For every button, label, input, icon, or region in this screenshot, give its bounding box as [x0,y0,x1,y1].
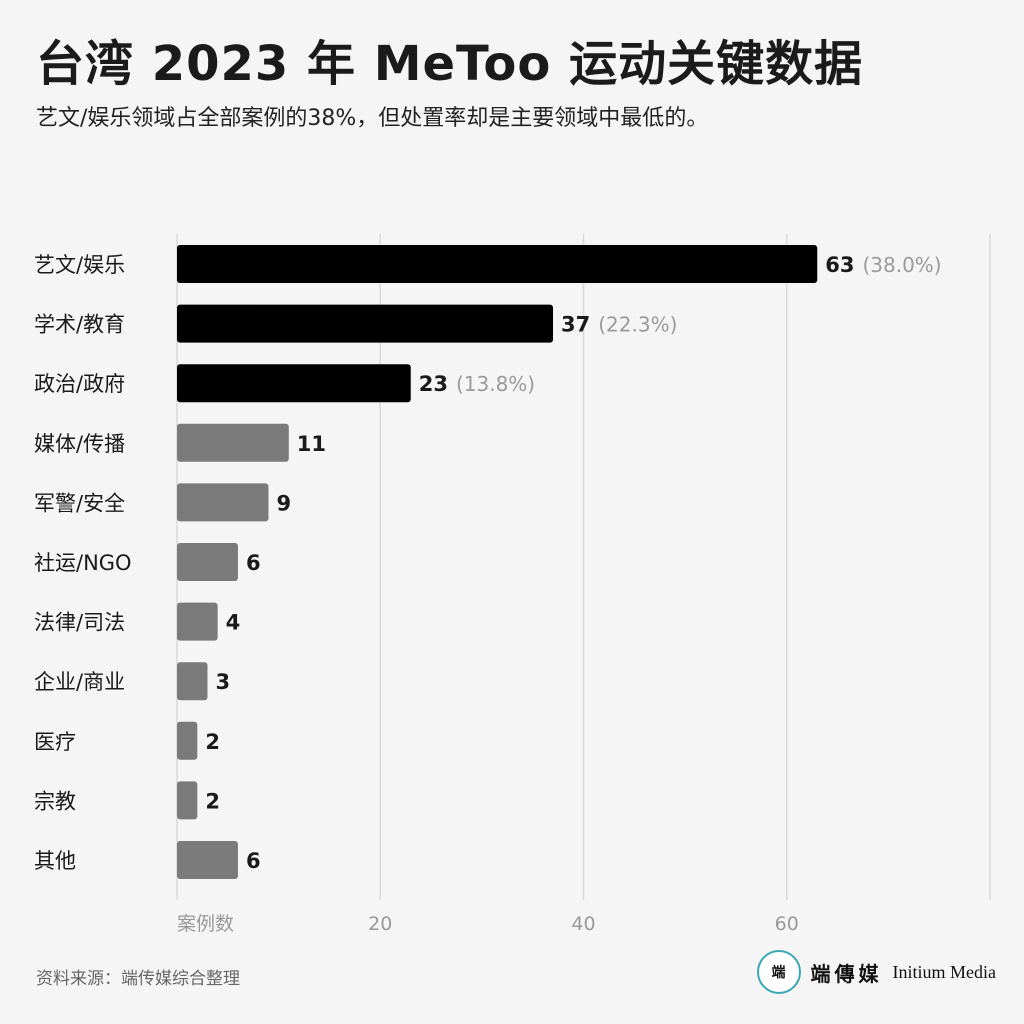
category-label: 企业/商业 [34,670,125,694]
value-label: 3 [215,670,230,694]
x-tick-label: 60 [775,913,799,935]
bar [177,483,269,522]
chart-title: 台湾 2023 年 MeToo 运动关键数据 [36,36,864,92]
value-label: 2 [205,730,220,754]
brand: 端 端傳媒 Initium Media [756,950,996,994]
category-label: 社运/NGO [34,551,132,575]
x-tick-label: 20 [368,913,392,935]
percent-label: (38.0%) [862,253,941,277]
category-label: 医疗 [34,730,76,754]
value-label: 11 [297,432,326,456]
bar [177,602,218,641]
value-label: 9 [276,491,291,515]
x-tick-label: 40 [571,913,595,935]
value-label: 23 [419,372,448,396]
source-note: 资料来源：端传媒综合整理 [36,969,240,989]
value-label: 4 [226,611,241,635]
bar [177,721,198,760]
value-label: 6 [246,849,261,873]
brand-name-cn: 端傳媒 [810,961,883,986]
x-axis-label: 案例数 [177,913,234,935]
bar [177,662,208,701]
bar [177,841,238,879]
bar [177,543,238,581]
percent-label: (13.8%) [456,372,535,396]
category-label: 艺文/娱乐 [34,253,125,277]
bar [177,423,289,462]
value-label: 2 [205,789,220,813]
bar [177,781,198,820]
category-label: 其他 [34,849,76,873]
category-label: 政治/政府 [34,372,125,396]
initium-logo-icon: 端 [756,950,801,994]
category-label: 学术/教育 [34,313,125,337]
brand-name-en: Initium Media [892,961,996,982]
bar [177,304,554,343]
value-label: 63 [825,253,854,277]
category-label: 法律/司法 [34,611,125,635]
category-label: 媒体/传播 [34,432,125,456]
chart-subtitle: 艺文/娱乐领域占全部案例的38%，但处置率却是主要领域中最低的。 [36,106,709,131]
value-label: 37 [561,313,590,337]
value-label: 6 [246,551,261,575]
category-label: 宗教 [34,789,76,813]
bar [177,245,818,283]
category-label: 军警/安全 [34,491,125,515]
bar [177,364,411,403]
percent-label: (22.3%) [598,313,677,337]
